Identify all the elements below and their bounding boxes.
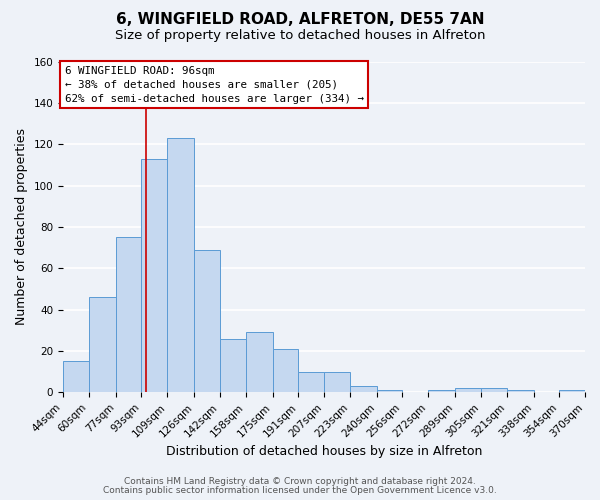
Bar	[506, 390, 534, 392]
Text: Contains HM Land Registry data © Crown copyright and database right 2024.: Contains HM Land Registry data © Crown c…	[124, 477, 476, 486]
Bar	[350, 386, 377, 392]
Text: Size of property relative to detached houses in Alfreton: Size of property relative to detached ho…	[115, 29, 485, 42]
Bar	[89, 297, 116, 392]
Bar	[220, 338, 245, 392]
Bar	[324, 372, 350, 392]
Bar	[167, 138, 194, 392]
Bar	[63, 362, 89, 392]
Bar	[428, 390, 455, 392]
Bar	[559, 390, 585, 392]
Text: Contains public sector information licensed under the Open Government Licence v3: Contains public sector information licen…	[103, 486, 497, 495]
Bar	[273, 349, 298, 393]
Bar	[142, 158, 167, 392]
Bar	[194, 250, 220, 392]
Bar	[455, 388, 481, 392]
Bar	[481, 388, 506, 392]
Text: 6 WINGFIELD ROAD: 96sqm
← 38% of detached houses are smaller (205)
62% of semi-d: 6 WINGFIELD ROAD: 96sqm ← 38% of detache…	[65, 66, 364, 104]
Bar	[298, 372, 324, 392]
X-axis label: Distribution of detached houses by size in Alfreton: Distribution of detached houses by size …	[166, 444, 482, 458]
Text: 6, WINGFIELD ROAD, ALFRETON, DE55 7AN: 6, WINGFIELD ROAD, ALFRETON, DE55 7AN	[116, 12, 484, 28]
Y-axis label: Number of detached properties: Number of detached properties	[15, 128, 28, 326]
Bar	[245, 332, 273, 392]
Bar	[377, 390, 403, 392]
Bar	[116, 238, 142, 392]
